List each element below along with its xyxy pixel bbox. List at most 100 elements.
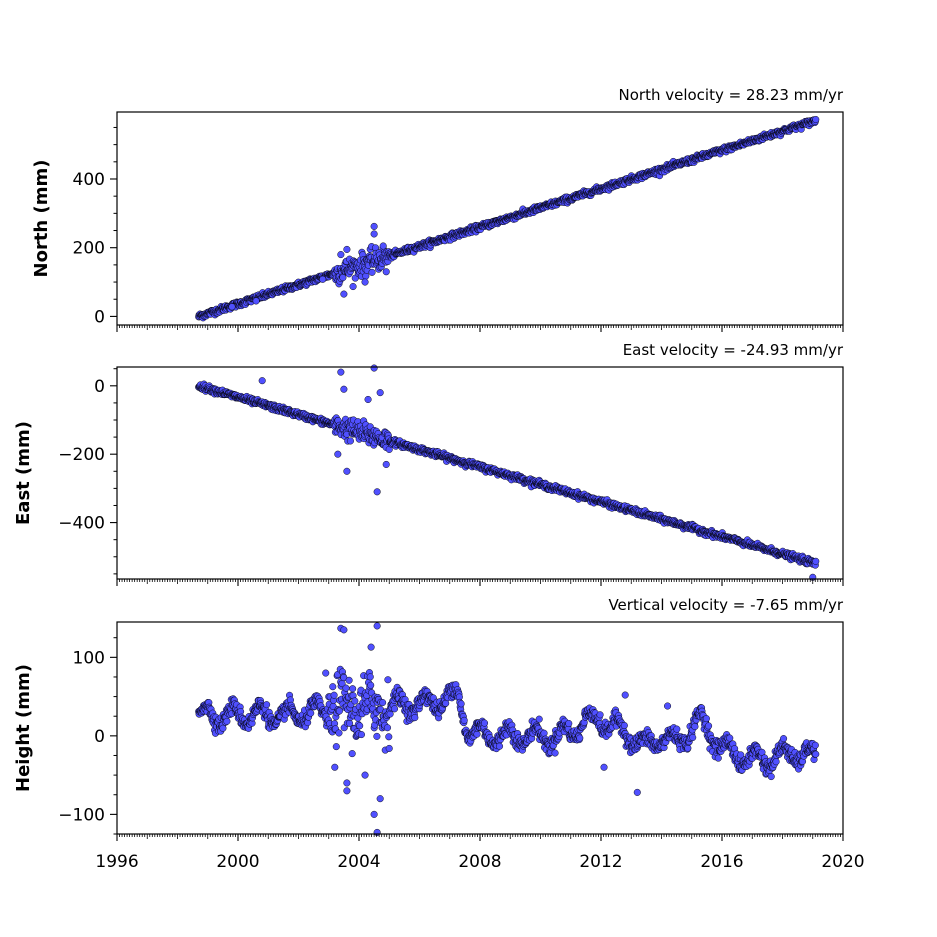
- north-y-tick-label: 200: [73, 239, 105, 259]
- height-data-point: [390, 705, 399, 713]
- height-outlier-point: [633, 788, 641, 796]
- east-outlier-point: [340, 385, 348, 393]
- north-y-tick-label: 400: [73, 170, 105, 190]
- north-outlier-point: [337, 251, 345, 259]
- height-outlier-point: [343, 787, 351, 795]
- height-data-point: [356, 722, 364, 730]
- height-data-point: [480, 719, 489, 727]
- height-outlier-point: [340, 626, 348, 634]
- height-data-point: [620, 721, 628, 730]
- north-outlier-point: [252, 297, 260, 305]
- height-data-point: [691, 723, 699, 731]
- north-y-ticks: 0 200 400: [73, 126, 117, 327]
- height-data-point: [386, 710, 394, 718]
- height-data-point: [384, 676, 392, 684]
- east-outlier-point: [337, 368, 345, 376]
- height-data-point: [351, 697, 359, 705]
- height-data-point: [345, 676, 353, 684]
- east-points: [195, 364, 820, 581]
- north-y-tick-label: 0: [94, 307, 105, 327]
- height-data-point: [812, 750, 820, 758]
- height-data-point: [767, 773, 775, 781]
- north-outlier-point: [382, 268, 390, 276]
- height-outlier-point: [373, 622, 381, 630]
- height-data-point: [335, 729, 343, 737]
- east-outlier-point: [258, 377, 266, 385]
- height-data-point: [385, 744, 393, 752]
- height-y-tick-label: −100: [58, 805, 105, 825]
- height-data-point: [473, 730, 481, 738]
- height-outlier-point: [322, 669, 330, 677]
- height-data-point: [373, 732, 381, 740]
- height-data-point: [348, 750, 356, 758]
- height-data-point: [705, 722, 713, 730]
- height-data-point: [411, 714, 419, 722]
- height-data-point: [460, 716, 468, 724]
- height-data-point: [714, 754, 722, 762]
- north-points: [195, 115, 820, 322]
- height-data-point: [457, 700, 465, 708]
- height-points: [195, 622, 820, 836]
- height-data-point: [330, 691, 338, 699]
- height-data-point: [383, 724, 391, 732]
- height-data-point: [576, 734, 584, 742]
- height-data-point: [540, 729, 548, 737]
- height-outlier-point: [367, 643, 375, 651]
- height-y-tick-label: 100: [73, 648, 105, 668]
- east-y-tick-label: −400: [58, 514, 105, 534]
- north-panel-title: North velocity = 28.23 mm/yr: [619, 86, 844, 104]
- height-data-point: [329, 683, 337, 691]
- height-outlier-point: [600, 763, 608, 771]
- east-outlier-point: [373, 488, 381, 496]
- east-outlier-point: [370, 364, 378, 372]
- east-y-tick-label: −200: [58, 445, 105, 465]
- height-data-point: [385, 733, 393, 741]
- east-data-point: [812, 557, 820, 565]
- height-data-point: [223, 717, 231, 725]
- height-data-point: [219, 724, 227, 732]
- east-data-point: [346, 437, 354, 445]
- east-outlier-point: [343, 467, 351, 475]
- height-outlier-point: [331, 763, 339, 771]
- height-data-point: [673, 725, 681, 733]
- east-outlier-point: [382, 460, 390, 468]
- north-outlier-point: [343, 245, 351, 253]
- height-data-point: [780, 735, 788, 743]
- east-y-ticks: −400 −200 0: [58, 368, 117, 575]
- north-outlier-point: [370, 230, 378, 238]
- north-outlier-point: [379, 242, 387, 250]
- height-data-point: [495, 742, 504, 750]
- height-outlier-point: [343, 779, 351, 787]
- north-data-point: [812, 115, 820, 124]
- east-outlier-point: [376, 389, 384, 397]
- height-data-point: [689, 733, 697, 742]
- north-outlier-point: [340, 290, 348, 298]
- height-y-ticks: −100 0 100: [58, 637, 117, 835]
- east-plot-frame: [116, 366, 844, 580]
- north-data-point: [368, 268, 376, 276]
- height-data-point: [332, 743, 340, 751]
- height-x-ticks: 1996 2000 2004 2008 2012 2016 2020: [95, 834, 865, 872]
- north-outlier-point: [228, 303, 236, 311]
- height-y-tick-label: 0: [94, 727, 105, 747]
- east-outlier-point: [364, 395, 372, 404]
- height-data-point: [263, 701, 271, 709]
- height-data-point: [726, 734, 734, 742]
- east-panel: −400 −200 0 East velocity = -24.93 mm/yr E…: [13, 341, 844, 586]
- height-data-point: [596, 711, 604, 719]
- east-panel-title: East velocity = -24.93 mm/yr: [623, 341, 844, 359]
- north-outlier-point: [361, 278, 369, 286]
- height-data-point: [335, 707, 343, 715]
- height-outlier-point: [361, 771, 369, 779]
- height-outlier-point: [370, 810, 378, 818]
- height-data-point: [565, 719, 573, 727]
- height-data-point: [349, 685, 357, 693]
- height-outlier-point: [664, 702, 672, 710]
- north-outlier-point: [370, 222, 378, 230]
- east-y-axis-label: East (mm): [13, 421, 34, 525]
- height-data-point: [357, 731, 365, 739]
- east-y-tick-label: 0: [94, 377, 105, 397]
- north-panel: 0 200 400 North velocity = 28.23 mm/yr Nor…: [31, 86, 844, 332]
